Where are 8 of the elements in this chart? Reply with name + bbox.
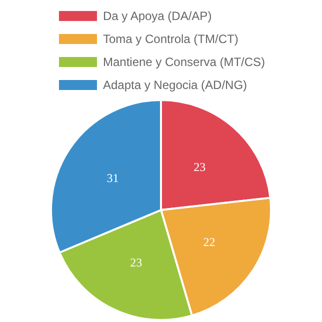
legend-label: Da y Apoya (DA/AP) [102,9,212,23]
data-label: 22 [203,235,216,250]
legend-label: Toma y Controla (TM/CT) [102,32,238,46]
data-label: 31 [106,170,119,185]
data-label: 23 [130,255,142,270]
data-label: 23 [194,160,206,174]
legend-label: Adapta y Negocia (AD/NG) [102,78,248,92]
legend-label: Mantiene y Conserva (MT/CS) [102,55,266,69]
